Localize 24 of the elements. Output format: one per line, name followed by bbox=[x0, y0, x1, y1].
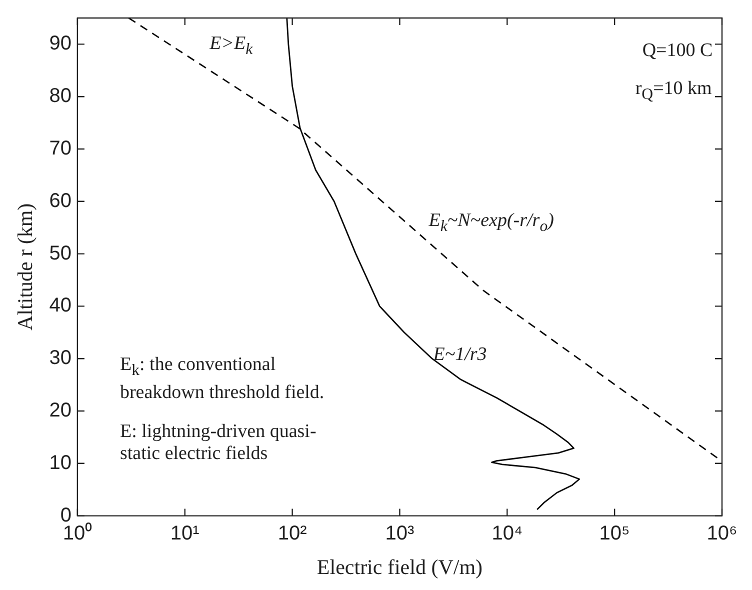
y-tick-label: 40 bbox=[49, 294, 72, 317]
x-tick-label: 10⁶ bbox=[706, 522, 738, 544]
x-tick-label: 10¹ bbox=[170, 522, 200, 544]
annotation: E>E$_{k}$ bbox=[210, 32, 253, 60]
annotation: E$_{k}$~N~exp(-r/r$_{o}$) bbox=[428, 210, 554, 236]
x-tick-label: 10⁵ bbox=[599, 522, 630, 544]
y-axis-title: Altitude r (km) bbox=[13, 203, 38, 330]
x-axis-title: Electric field (V/m) bbox=[316, 554, 483, 579]
annotation: Q=100 C bbox=[642, 40, 713, 62]
y-tick-label: 60 bbox=[49, 190, 72, 212]
annotation: r$_{Q}$=10 km bbox=[635, 78, 712, 105]
annotation: E~1/r3 bbox=[433, 344, 487, 366]
annotation: E$_{k}$: the conventional breakdown threshold field. bbox=[120, 354, 326, 404]
y-tick-label: 70 bbox=[49, 138, 72, 160]
y-tick-label: 90 bbox=[49, 32, 72, 55]
y-tick-label: 30 bbox=[49, 347, 72, 370]
x-tick-label: 10⁴ bbox=[492, 522, 523, 544]
annotation: E: lightning-driven quasi-static electric fields bbox=[120, 421, 318, 466]
y-tick-label: 10 bbox=[49, 452, 72, 474]
y-tick-label: 80 bbox=[49, 85, 72, 108]
x-tick-label: 10² bbox=[278, 522, 308, 544]
x-tick-label: 10³ bbox=[385, 522, 415, 544]
y-tick-label: 50 bbox=[49, 242, 72, 264]
y-tick-label: 20 bbox=[49, 400, 72, 422]
